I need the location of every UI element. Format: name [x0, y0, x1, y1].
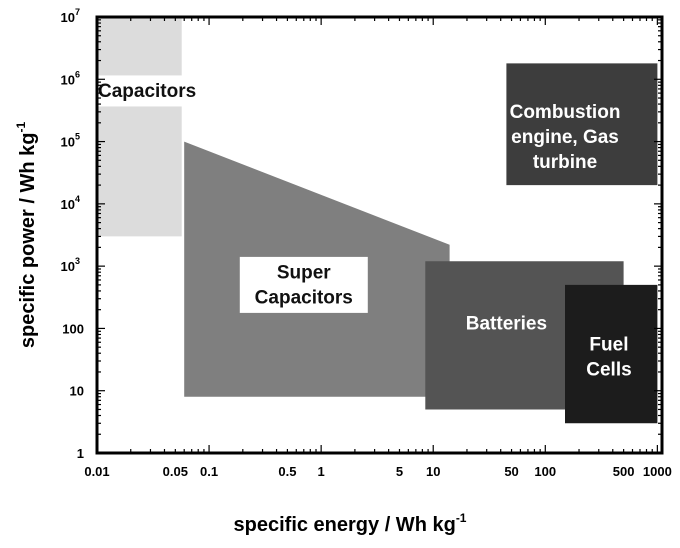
region-label-text: Super Capacitors — [255, 263, 353, 309]
region-label-line: Fuel — [589, 335, 628, 356]
x-axis-label: specific energy / Wh kg-1 — [234, 511, 467, 536]
y-tick-label-exponent: 3 — [75, 256, 80, 266]
x-tick-label: 0.01 — [84, 464, 109, 479]
y-tick-label-exponent: 5 — [75, 132, 80, 142]
region-label-combustion-engine-gas-turbine: Combustion engine, Gas turbine — [510, 102, 621, 173]
region-label-box — [239, 256, 368, 313]
region-label-batteries: Batteries — [466, 314, 547, 335]
x-tick-label: 0.05 — [163, 464, 188, 479]
y-tick-label-base: 10 — [70, 384, 84, 399]
y-tick-label-exponent: 7 — [75, 7, 80, 17]
plot-frame — [95, 15, 664, 455]
y-tick-label-base: 10 — [61, 135, 75, 150]
y-tick-label-base: 1 — [77, 446, 84, 461]
y-tick-label: 103 — [61, 256, 80, 274]
y-tick-label-base: 10 — [61, 197, 75, 212]
y-tick-label-exponent: 4 — [75, 194, 80, 204]
y-tick-label: 107 — [61, 7, 80, 25]
region-label-capacitors: Capacitors — [83, 75, 212, 107]
y-tick-label: 100 — [62, 321, 84, 336]
region-label-super-capacitors: Super Capacitors — [239, 256, 368, 313]
y-tick-label-base: 10 — [61, 72, 75, 87]
x-tick-label: 10 — [426, 464, 440, 479]
region-label-line: Cells — [586, 360, 631, 381]
y-tick-label-base: 10 — [61, 259, 75, 274]
y-tick-label-exponent: 6 — [75, 69, 80, 79]
region-label-line: Capacitors — [98, 81, 196, 102]
region-label-line: Batteries — [466, 314, 547, 335]
y-tick-label: 105 — [61, 132, 80, 150]
region-label-line: engine, Gas — [511, 127, 619, 148]
axes-layer: 0.01 0.05 0.1 0.5 1 5 10 50 100 500 10001101001031… — [61, 7, 672, 479]
region-labels-layer: Capacitors Super Capacitors Batteries Fuel Ce… — [83, 75, 632, 381]
y-axis-label: specific power / Wh kg-1 — [14, 122, 39, 349]
region-label-text: Capacitors — [98, 81, 196, 102]
x-tick-label: 100 — [534, 464, 556, 479]
region-combustion-engine-gas-turbine — [506, 63, 658, 186]
y-tick-label: 1 — [77, 446, 84, 461]
region-label-text: Fuel Cells — [586, 335, 631, 381]
region-label-line: turbine — [533, 152, 597, 173]
region-capacitors — [97, 17, 182, 237]
region-label-line: Capacitors — [255, 288, 353, 309]
region-fuel-cells — [565, 284, 658, 424]
y-tick-label: 10 — [70, 384, 84, 399]
x-tick-label: 1000 — [643, 464, 672, 479]
y-tick-label-base: 100 — [62, 321, 84, 336]
y-tick-label: 106 — [61, 69, 80, 87]
x-tick-label: 500 — [613, 464, 635, 479]
region-label-line: Combustion — [510, 102, 621, 123]
x-tick-label: 0.5 — [278, 464, 296, 479]
region-label-box — [83, 75, 212, 107]
x-tick-label: 5 — [396, 464, 403, 479]
x-tick-label: 1 — [318, 464, 325, 479]
region-label-line: Super — [277, 263, 331, 284]
region-label-fuel-cells: Fuel Cells — [586, 335, 631, 381]
y-tick-label: 104 — [61, 194, 80, 212]
y-tick-label-base: 10 — [61, 10, 75, 25]
x-tick-label: 50 — [504, 464, 518, 479]
region-label-text: Batteries — [466, 314, 547, 335]
x-tick-label: 0.1 — [200, 464, 218, 479]
region-label-text: Combustion engine, Gas turbine — [510, 102, 621, 173]
